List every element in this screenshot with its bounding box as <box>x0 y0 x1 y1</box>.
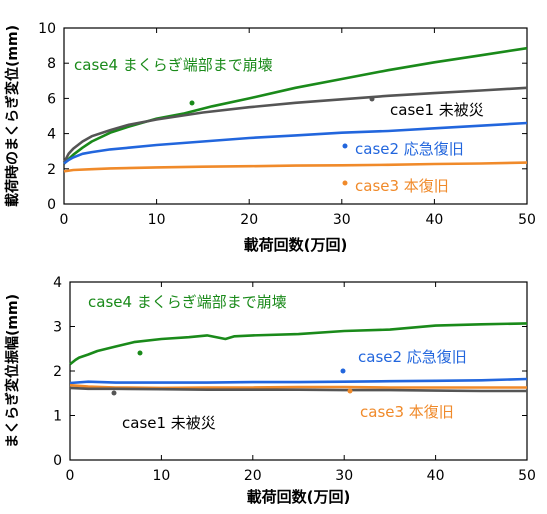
series-line-4 <box>63 161 528 173</box>
y-tick-label: 2 <box>53 364 62 380</box>
series-annotation-label: case3 本復旧 <box>360 403 454 421</box>
series-line-2 <box>62 86 528 164</box>
plot-frame <box>63 27 528 205</box>
annotation-pointer-dot <box>189 100 195 106</box>
series-line-2 <box>69 377 528 385</box>
series-annotation-label: case1 未被災 <box>390 101 484 119</box>
y-tick-label: 1 <box>53 409 62 425</box>
y-axis-label: 載荷時のまくらぎ変位(mm) <box>4 25 21 207</box>
y-tick-label: 0 <box>53 453 62 469</box>
x-tick-label: 40 <box>425 212 443 228</box>
y-tick-label: 8 <box>47 56 56 72</box>
bottom-chart-amplitude: 0 10 20 30 40 50 0 1 2 3 4 載荷回数(万回) まくらぎ変位振幅(mm) case… <box>4 275 536 506</box>
x-tick-label: 30 <box>335 468 353 484</box>
series-annotation-label: case3 本復旧 <box>355 177 449 195</box>
y-axis-label: まくらぎ変位振幅(mm) <box>4 294 21 448</box>
x-tick-label: 50 <box>518 212 536 228</box>
annotation-pointer-dot <box>137 350 143 356</box>
x-tick-label: 50 <box>518 468 536 484</box>
annotation-pointer-dot <box>111 390 117 396</box>
y-tick-label: 2 <box>47 162 56 178</box>
x-tick-label: 40 <box>427 468 445 484</box>
y-tick-label: 10 <box>38 21 56 37</box>
series-annotation-label: case2 応急復旧 <box>355 140 464 158</box>
x-tick-label: 0 <box>60 212 69 228</box>
x-tick-label: 20 <box>240 212 258 228</box>
y-tick-label: 6 <box>47 91 56 107</box>
top-chart-displacement: 0 10 20 30 40 50 0 2 4 6 8 10 載荷回数(万回) 載荷時のまくらぎ変位(mm)… <box>4 21 536 254</box>
x-tick-label: 10 <box>148 212 166 228</box>
series-line-1 <box>63 46 528 165</box>
x-axis-label: 載荷回数(万回) <box>247 488 351 506</box>
series-line-3 <box>63 121 528 165</box>
series-annotation-label: case2 応急復旧 <box>358 348 467 366</box>
series-line-3 <box>69 383 527 390</box>
y-tick-label: 4 <box>47 127 56 143</box>
annotation-pointer-dot <box>369 96 375 102</box>
annotation-pointer-dot <box>342 143 348 149</box>
annotation-pointer-dot <box>347 388 353 394</box>
series-annotation-label: case1 未被災 <box>122 414 216 432</box>
x-axis-label: 載荷回数(万回) <box>244 236 348 254</box>
y-tick-label: 4 <box>53 275 62 291</box>
x-tick-label: 10 <box>152 468 170 484</box>
x-tick-label: 0 <box>66 468 75 484</box>
series-line-4 <box>69 386 527 393</box>
series-annotation-label: case4 まくらぎ端部まで崩壊 <box>74 56 273 74</box>
series-line-1 <box>69 322 528 366</box>
annotation-pointer-dot <box>342 180 348 186</box>
series-annotation-label: case4 まくらぎ端部まで崩壊 <box>88 293 287 311</box>
y-tick-label: 3 <box>53 320 62 336</box>
y-tick-label: 0 <box>47 197 56 213</box>
annotation-pointer-dot <box>340 368 346 374</box>
x-tick-label: 20 <box>244 468 262 484</box>
x-tick-label: 30 <box>333 212 351 228</box>
